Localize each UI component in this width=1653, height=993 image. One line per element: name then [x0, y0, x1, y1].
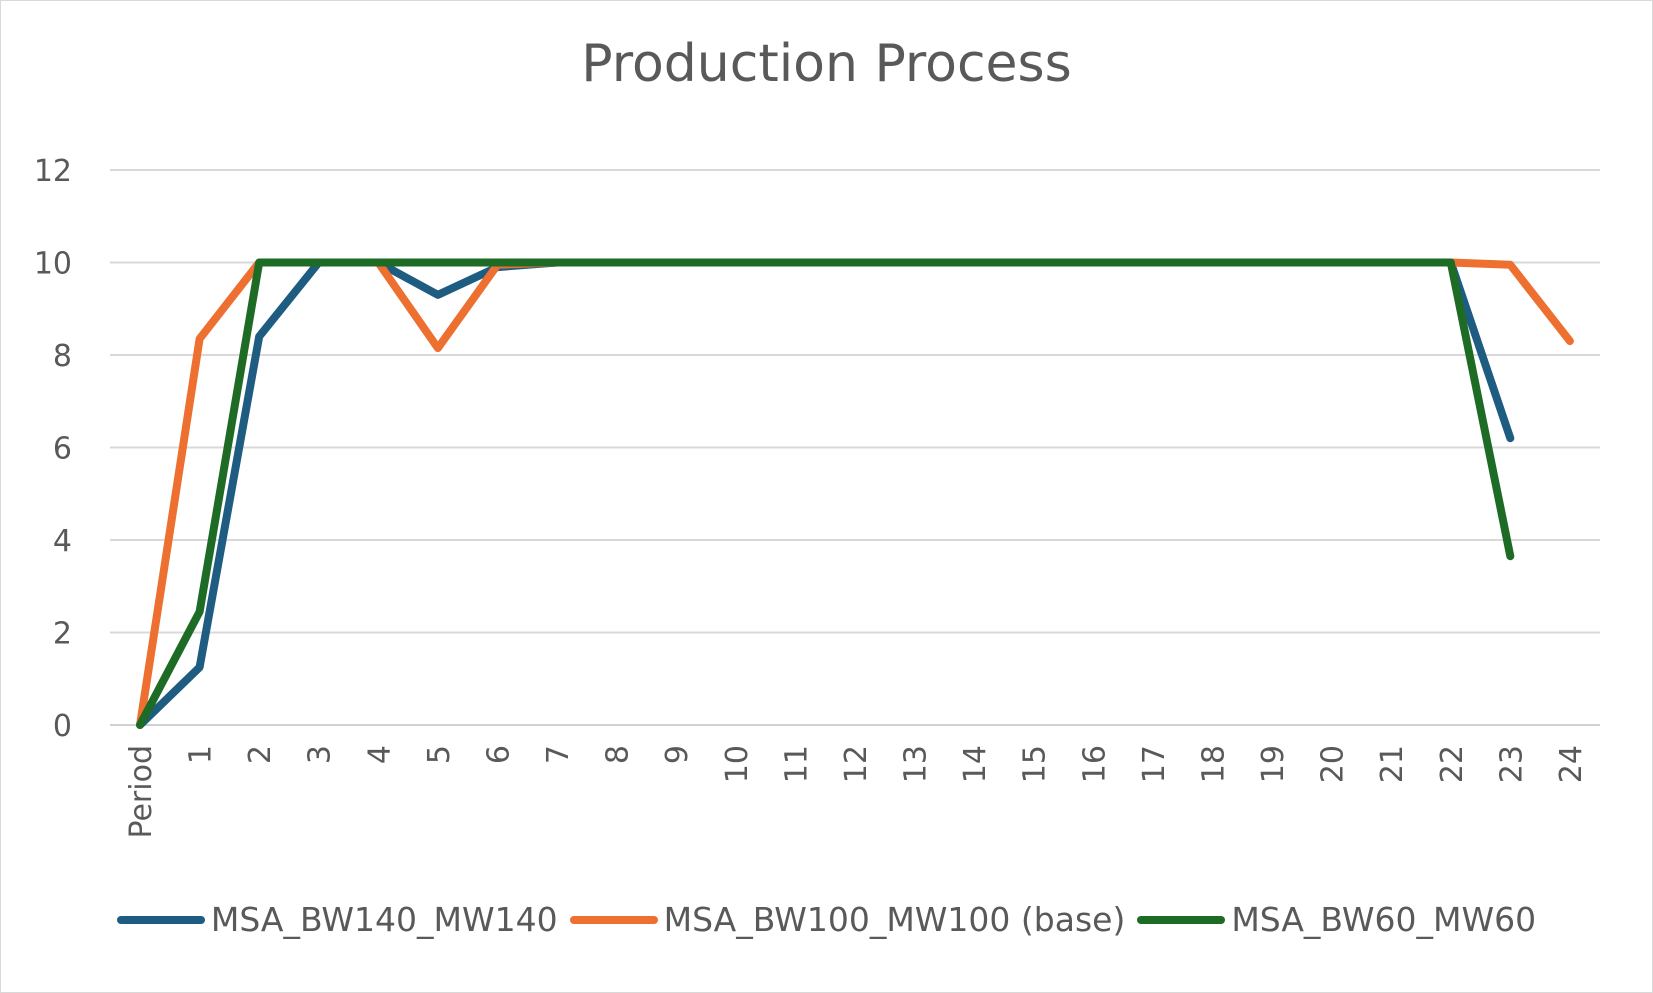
y-tick-label: 2 — [53, 617, 72, 652]
x-tick-label: 6 — [481, 745, 516, 764]
x-tick-label: 23 — [1494, 745, 1529, 783]
x-tick-label: 24 — [1554, 745, 1589, 783]
x-tick-label: 21 — [1375, 745, 1410, 783]
legend-swatch-series-1 — [116, 915, 205, 924]
x-tick-label: 19 — [1256, 745, 1291, 783]
x-tick-label: 9 — [660, 745, 695, 764]
x-tick-label: 13 — [899, 745, 934, 783]
x-tick-label: 20 — [1316, 745, 1351, 783]
series-line-1 — [136, 258, 1515, 729]
x-tick-label: 22 — [1435, 745, 1470, 783]
legend-label-series-2: MSA_BW100_MW100 (base) — [663, 900, 1126, 939]
x-tick-label: 14 — [958, 745, 993, 783]
legend-item-series-2: MSA_BW100_MW100 (base) — [569, 900, 1126, 939]
legend-label-series-1: MSA_BW140_MW140 — [210, 900, 558, 939]
legend-swatch-series-2 — [569, 915, 658, 924]
x-tick-label: 3 — [303, 745, 338, 764]
x-tick-label: 16 — [1077, 745, 1112, 783]
y-tick-label: 4 — [53, 524, 72, 559]
x-tick-label: 12 — [839, 745, 874, 783]
x-tick-label: 4 — [362, 745, 397, 764]
x-tick-label: 5 — [422, 745, 457, 764]
x-tick-label: 2 — [243, 745, 278, 764]
legend-item-series-1: MSA_BW140_MW140 — [116, 900, 558, 939]
x-tick-label: 11 — [779, 745, 814, 783]
y-tick-label: 6 — [53, 432, 72, 467]
y-tick-label: 10 — [34, 247, 72, 282]
legend-item-series-3: MSA_BW60_MW60 — [1137, 900, 1536, 939]
y-tick-label: 8 — [53, 339, 72, 374]
x-tick-label: 8 — [601, 745, 636, 764]
legend: MSA_BW140_MW140 MSA_BW100_MW100 (base) M… — [0, 900, 1653, 939]
x-tick-label: 17 — [1137, 745, 1172, 783]
x-tick-label: 1 — [184, 745, 219, 764]
chart-title: Production Process — [581, 34, 1072, 94]
legend-label-series-3: MSA_BW60_MW60 — [1231, 900, 1537, 939]
x-tick-label: 18 — [1196, 745, 1231, 783]
legend-swatch-series-3 — [1137, 915, 1226, 924]
x-tick-label: 15 — [1018, 745, 1053, 783]
x-tick-label: 10 — [720, 745, 755, 783]
series-line-2 — [136, 258, 1574, 729]
x-tick-label: Period — [124, 745, 159, 839]
y-tick-label: 12 — [34, 154, 72, 189]
x-tick-label: 7 — [541, 745, 576, 764]
series-line-3 — [136, 258, 1515, 729]
y-tick-label: 0 — [53, 709, 72, 744]
